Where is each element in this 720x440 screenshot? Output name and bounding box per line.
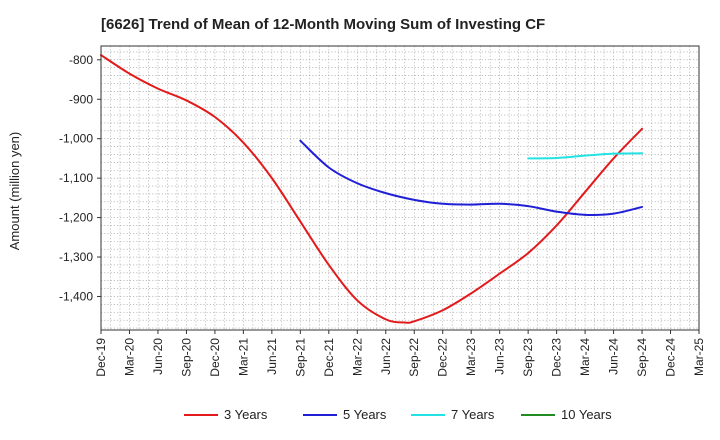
legend-item-3-years: 3 Years <box>184 407 268 422</box>
chart-title: [6626] Trend of Mean of 12-Month Moving … <box>101 16 545 33</box>
x-tick-label: Mar-21 <box>236 338 250 376</box>
legend-item-7-years: 7 Years <box>411 407 495 422</box>
x-tick-label: Sep-22 <box>407 338 421 377</box>
x-tick-label: Dec-24 <box>664 338 678 377</box>
x-tick-label: Jun-23 <box>493 338 507 375</box>
plot-frame <box>100 45 700 331</box>
x-tick-label: Dec-22 <box>436 338 450 377</box>
legend-item-10-years: 10 Years <box>521 407 612 422</box>
legend-label: 7 Years <box>451 407 495 422</box>
legend-label: 10 Years <box>561 407 612 422</box>
x-tick-label: Jun-21 <box>265 338 279 375</box>
y-tick-label: -1,300 <box>59 250 93 264</box>
legend-item-5-years: 5 Years <box>303 407 387 422</box>
series-line-7-years <box>527 152 644 160</box>
x-axis-ticks: Dec-19 Mar-20 Jun-20 Sep-20 Dec-20 Mar-21 Jun-… <box>94 330 706 377</box>
x-tick-label: Mar-25 <box>692 338 706 376</box>
x-tick-label: Sep-23 <box>521 338 535 377</box>
x-tick-label: Jun-22 <box>379 338 393 375</box>
x-tick-label: Mar-24 <box>578 338 592 376</box>
x-tick-label: Sep-20 <box>179 338 193 377</box>
y-tick-label: -1,200 <box>59 211 93 225</box>
x-tick-label: Sep-21 <box>293 338 307 377</box>
x-tick-label: Mar-23 <box>464 338 478 376</box>
x-tick-label: Dec-20 <box>208 338 222 377</box>
legend: 3 Years 5 Years 7 Years 10 Years <box>184 407 612 422</box>
series-lines <box>100 54 644 324</box>
legend-label: 3 Years <box>224 407 268 422</box>
legend-label: 5 Years <box>343 407 387 422</box>
x-tick-label: Mar-20 <box>122 338 136 376</box>
x-tick-label: Mar-22 <box>350 338 364 376</box>
x-tick-label: Dec-21 <box>322 338 336 377</box>
y-axis-ticks: -800 -900 -1,000 -1,100 -1,200 -1,300 -1,400 <box>59 53 101 303</box>
y-tick-label: -1,400 <box>59 289 93 303</box>
series-line-3-years <box>100 54 644 324</box>
x-tick-label: Dec-19 <box>94 338 108 377</box>
y-tick-label: -800 <box>69 53 93 67</box>
series-line-5-years <box>299 139 644 216</box>
x-tick-label: Dec-23 <box>550 338 564 377</box>
y-axis-label: Amount (million yen) <box>7 132 22 251</box>
y-tick-label: -1,100 <box>59 171 93 185</box>
x-tick-label: Jun-20 <box>151 338 165 375</box>
y-tick-label: -900 <box>69 92 93 106</box>
y-tick-label: -1,000 <box>59 132 93 146</box>
x-tick-label: Sep-24 <box>635 338 649 377</box>
x-tick-label: Jun-24 <box>607 338 621 375</box>
grid <box>100 46 700 330</box>
